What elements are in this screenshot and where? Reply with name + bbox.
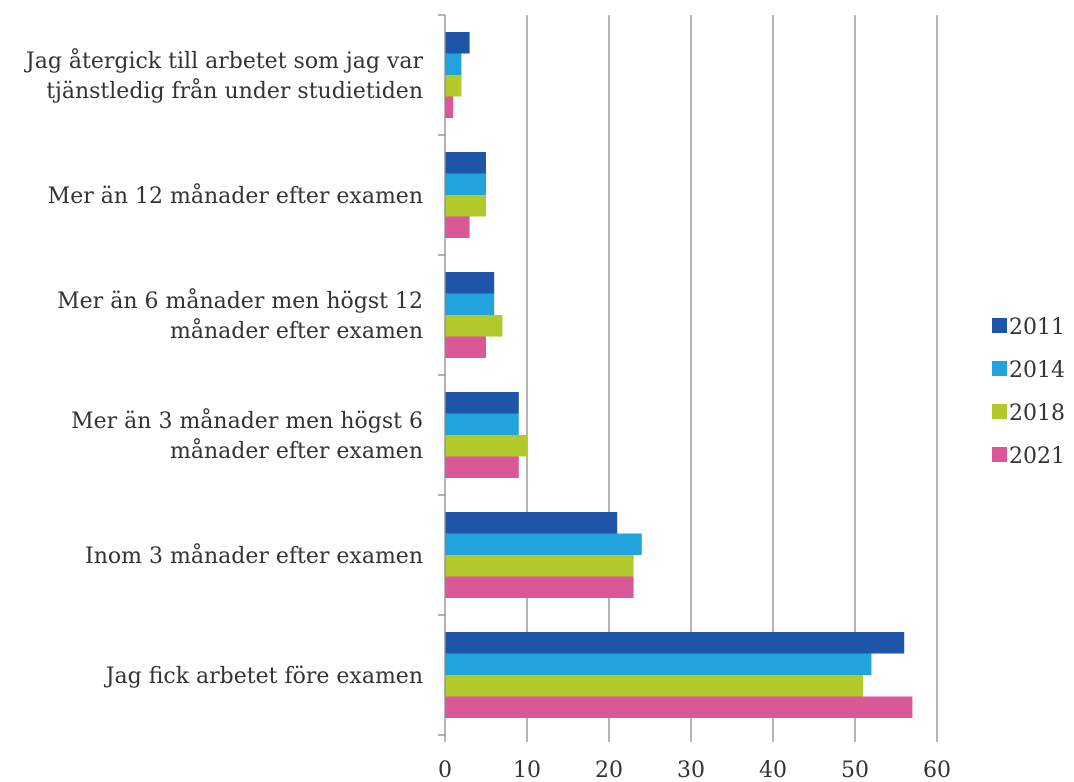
category-labels: Jag återgick till arbetet som jag var tjä…: [24, 47, 424, 689]
legend-label-2021: 2021: [1009, 444, 1065, 469]
bar-2021-5: [445, 696, 913, 718]
legend: 2011 2014 2018 2021: [992, 315, 1065, 469]
bar-2011-3: [445, 392, 519, 414]
bar-2011-1: [445, 152, 486, 174]
bar-2014-2: [445, 293, 495, 315]
bar-2014-5: [445, 653, 872, 675]
legend-swatch-2014: [992, 361, 1007, 376]
x-tick-label: 10: [513, 758, 541, 782]
category-label: Mer än 3 månader men högst 6 månader efte…: [71, 407, 423, 464]
bar-2014-0: [445, 53, 462, 75]
bar-2011-5: [445, 632, 905, 654]
bar-2011-0: [445, 32, 470, 54]
x-tick-label: 50: [841, 758, 869, 782]
category-label: Jag fick arbetet före examen: [104, 664, 423, 689]
category-label: Inom 3 månader efter examen: [85, 542, 423, 569]
bar-2014-4: [445, 533, 642, 555]
x-tick-label: 20: [595, 758, 623, 782]
axes: [438, 14, 938, 742]
bar-2014-3: [445, 413, 519, 435]
x-tick-label: 60: [923, 758, 951, 782]
bar-2018-3: [445, 435, 527, 457]
legend-swatch-2011: [992, 318, 1007, 333]
bar-2018-2: [445, 315, 503, 337]
x-tick-labels: 0 10 20 30 40 50 60: [438, 758, 951, 782]
legend-label-2011: 2011: [1009, 315, 1065, 340]
bar-2011-4: [445, 512, 618, 534]
bar-2018-5: [445, 675, 864, 697]
bar-2021-2: [445, 336, 486, 358]
bar-2021-0: [445, 96, 454, 118]
bar-2014-1: [445, 173, 486, 195]
legend-swatch-2018: [992, 404, 1007, 419]
x-tick-label: 30: [677, 758, 705, 782]
bar-2021-4: [445, 576, 634, 598]
category-label: Mer än 12 månader efter examen: [48, 182, 423, 209]
bar-2018-1: [445, 195, 486, 217]
bar-2011-2: [445, 272, 495, 294]
x-tick-label: 0: [438, 758, 452, 782]
category-label: Mer än 6 månader men högst 12 månader eft…: [57, 287, 423, 344]
bars: [445, 32, 913, 718]
bar-2021-3: [445, 456, 519, 478]
bar-2018-0: [445, 75, 462, 97]
legend-swatch-2021: [992, 447, 1007, 462]
bar-2018-4: [445, 555, 634, 577]
gridlines: [526, 15, 938, 735]
legend-label-2018: 2018: [1009, 401, 1065, 426]
x-tick-label: 40: [759, 758, 787, 782]
category-label: Jag återgick till arbetet som jag var tjä…: [24, 47, 424, 104]
legend-label-2014: 2014: [1009, 358, 1065, 383]
bar-2021-1: [445, 216, 470, 238]
